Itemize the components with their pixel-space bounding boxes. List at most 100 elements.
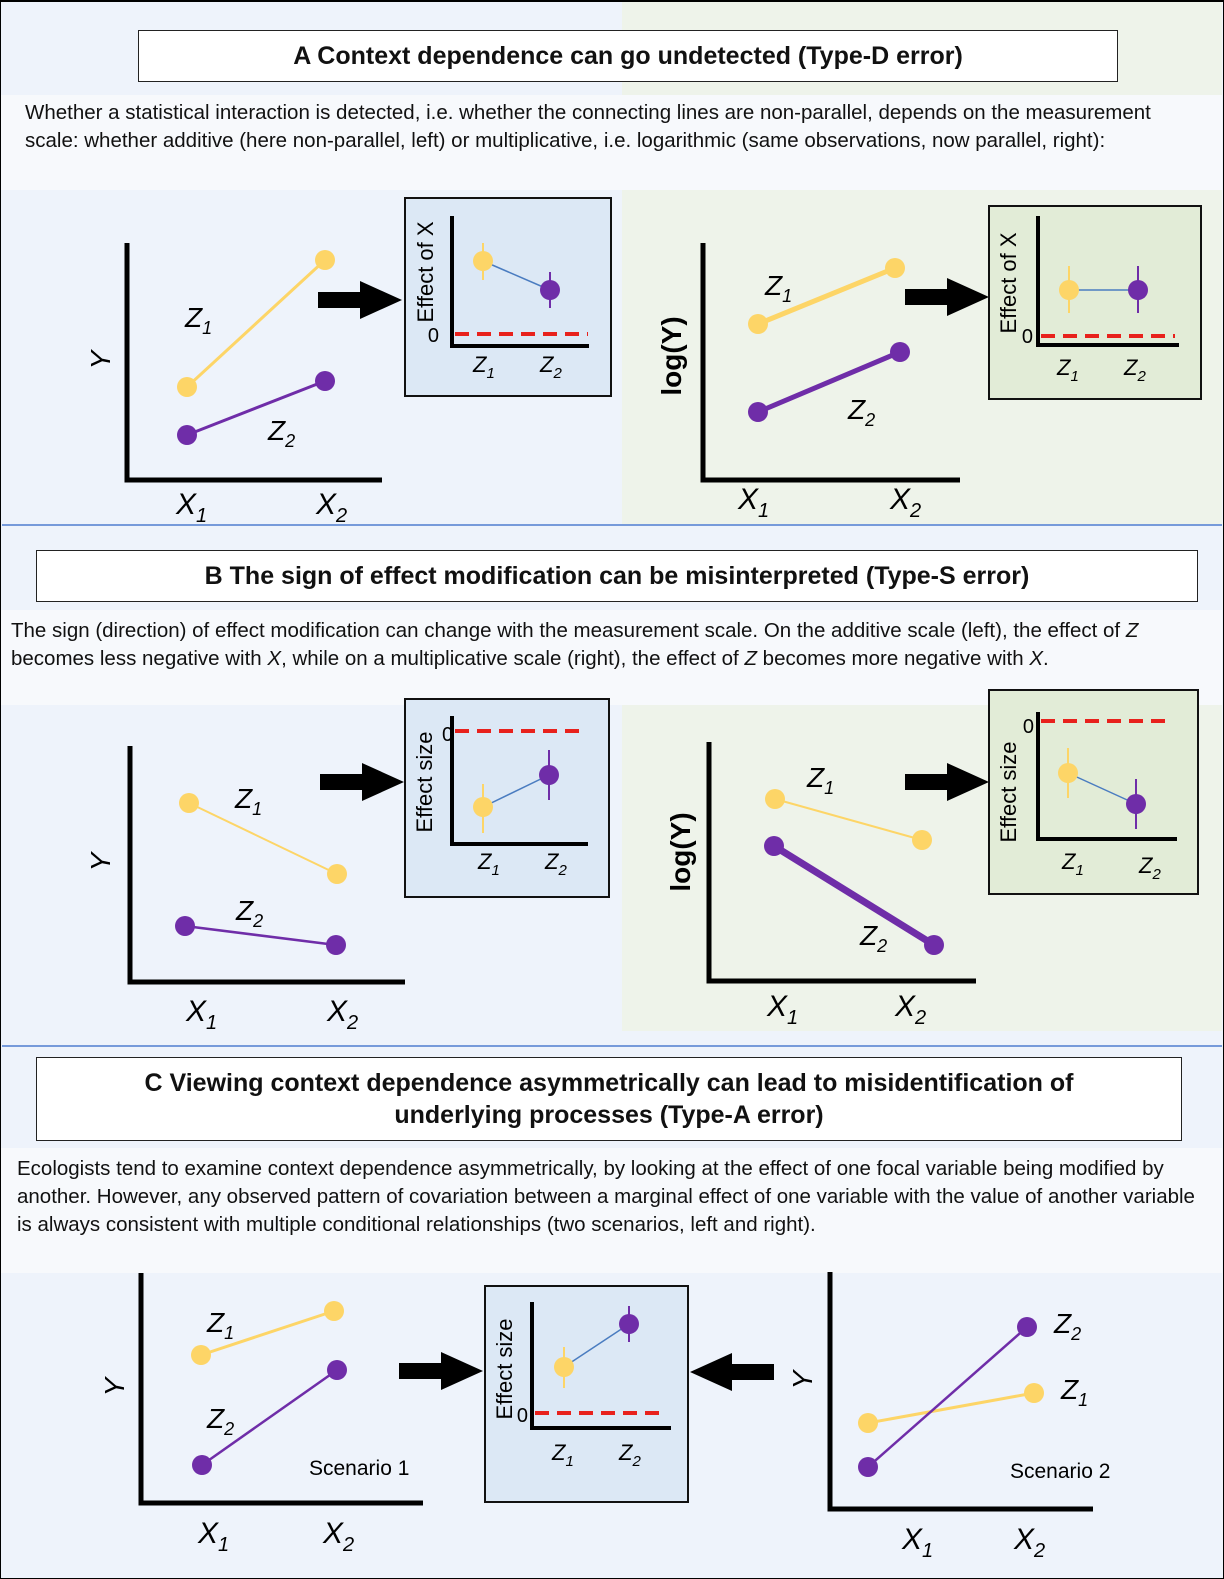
a-right-x1-label: X1 [737, 483, 769, 522]
c-right-z2-line [867, 1326, 1028, 1468]
c-right-x2-label: X2 [1013, 1523, 1045, 1562]
a-right-z2-line [757, 349, 901, 415]
a-right-z1-line [757, 265, 896, 327]
c-left-z1-point-x1 [191, 1345, 211, 1365]
a-right-inset [988, 205, 1202, 400]
c-left-z2-line [201, 1368, 338, 1467]
section-b-x-2: X [1029, 647, 1043, 670]
c-inset-connector [563, 1323, 630, 1368]
section-b-title: B The sign of effect modification can be… [36, 550, 1198, 602]
a-left-inset-z2-point [540, 280, 560, 300]
section-b-text-1: The sign (direction) of effect modificat… [11, 619, 1126, 642]
section-b-z-2: Z [744, 647, 757, 670]
b-right-inset-ylabel: Effect size [996, 741, 1021, 842]
c-inset-z1-label: Z1 [551, 1440, 574, 1470]
a-left-x2-label: X2 [315, 488, 347, 527]
c-right-z1-point-x2 [1024, 1383, 1044, 1403]
b-right-ylabel: log(Y) [665, 812, 696, 891]
b-left-z2-point-x2 [326, 935, 346, 955]
a-right-inset-zero: 0 [1022, 326, 1033, 348]
c-left-z1-point-x2 [324, 1301, 344, 1321]
a-right-inset-z2-label: Z2 [1123, 355, 1146, 385]
b-left-inset-zero: 0 [442, 724, 453, 746]
a-left-z1-point-x2 [315, 250, 335, 270]
scenario-2-label: Scenario 2 [1010, 1460, 1110, 1483]
section-b-z-1: Z [1125, 619, 1139, 642]
a-left-inset [404, 197, 612, 397]
c-right-z2-label: Z2 [1053, 1308, 1081, 1344]
a-left-inset-z1-label: Z1 [472, 352, 495, 382]
a-right-z2-label: Z2 [847, 394, 875, 430]
b-left-z1-line [188, 802, 338, 875]
a-left-z1-point-x1 [177, 377, 197, 397]
b-right-inset-zero: 0 [1023, 716, 1034, 738]
b-left-inset-axes [450, 716, 588, 846]
a-right-z1-label: Z1 [764, 270, 792, 306]
b-right-inset [988, 689, 1199, 895]
section-b-x-1: X [267, 647, 282, 670]
c-left-x2-label: X2 [322, 1517, 354, 1556]
c-inset-axes [530, 1302, 671, 1430]
b-right-inset-z2-point [1126, 794, 1146, 814]
b-left-inset-z2-label: Z2 [544, 849, 567, 879]
b-right-z1-point-x2 [912, 830, 932, 850]
section-c-title-line1: C Viewing context dependence asymmetrica… [144, 1068, 1074, 1097]
a-left-z2-point-x2 [315, 371, 335, 391]
b-right-x2-label: X2 [894, 990, 926, 1029]
a-left-z1-line [185, 258, 327, 389]
scenario-1-label: Scenario 1 [309, 1457, 409, 1480]
c-inset-z2-label: Z2 [618, 1440, 641, 1470]
b-right-z2-point-x1 [764, 836, 784, 856]
c-right-z2-point-x1 [858, 1457, 878, 1477]
c-inset-zero: 0 [517, 1405, 528, 1427]
section-b-text-3: , while on a multiplicative scale (right… [281, 647, 745, 670]
b-right-z2-label: Z2 [859, 920, 887, 956]
a-right-arrow [905, 278, 989, 316]
c-right-x1-label: X1 [901, 1523, 933, 1562]
a-left-inset-axes [450, 216, 589, 348]
b-left-z2-point-x1 [175, 916, 195, 936]
a-left-x1-label: X1 [175, 488, 207, 527]
a-right-inset-ylabel: Effect of X [996, 232, 1021, 333]
c-inset-ylabel: Effect size [492, 1318, 517, 1419]
c-inset [484, 1285, 689, 1503]
b-right-inset-z1-point [1058, 763, 1078, 783]
a-left-z2-line [186, 379, 326, 437]
a-right-inset-z1-label: Z1 [1056, 355, 1079, 385]
b-left-axes [127, 746, 405, 985]
b-left-z1-label: Z1 [234, 783, 262, 819]
c-inset-z1-point [554, 1357, 574, 1377]
c-inset-z2-point [619, 1314, 639, 1334]
c-right-z2-point-x2 [1017, 1317, 1037, 1337]
b-left-z1-point-x2 [327, 864, 347, 884]
a-left-ylabel: Y [85, 348, 116, 369]
b-right-inset-axes [1036, 712, 1177, 841]
b-right-axes [706, 742, 976, 984]
c-left-arrow [399, 1352, 483, 1390]
c-right-arrow [690, 1353, 774, 1391]
section-c-title-line2: underlying processes (Type-A error) [394, 1101, 824, 1129]
b-right-z2-line [772, 843, 936, 948]
b-left-inset-z1-label: Z1 [477, 849, 500, 879]
a-left-inset-ylabel: Effect of X [413, 221, 438, 322]
a-left-axes [124, 243, 382, 483]
a-left-inset-z1-point [473, 251, 493, 271]
a-right-x2-label: X2 [889, 483, 921, 522]
b-right-x1-label: X1 [766, 990, 798, 1029]
b-left-x2-label: X2 [326, 995, 358, 1034]
a-right-z2-point-x2 [890, 342, 910, 362]
a-right-z1-point-x2 [885, 258, 905, 278]
c-left-axes [138, 1273, 423, 1506]
b-left-inset-z2-point [539, 765, 559, 785]
b-left-z2-line [184, 924, 337, 947]
b-right-arrow [905, 763, 989, 801]
b-right-z1-point-x1 [765, 789, 785, 809]
b-left-z2-label: Z2 [235, 895, 263, 931]
a-left-inset-connector [482, 260, 551, 291]
c-left-ylabel: Y [99, 1375, 130, 1396]
section-a-title: A Context dependence can go undetected (… [138, 30, 1118, 82]
b-left-ylabel: Y [85, 850, 116, 871]
section-b-text-2: becomes less negative with [11, 647, 268, 670]
b-right-z2-point-x2 [924, 935, 944, 955]
b-left-z1-point-x1 [179, 793, 199, 813]
